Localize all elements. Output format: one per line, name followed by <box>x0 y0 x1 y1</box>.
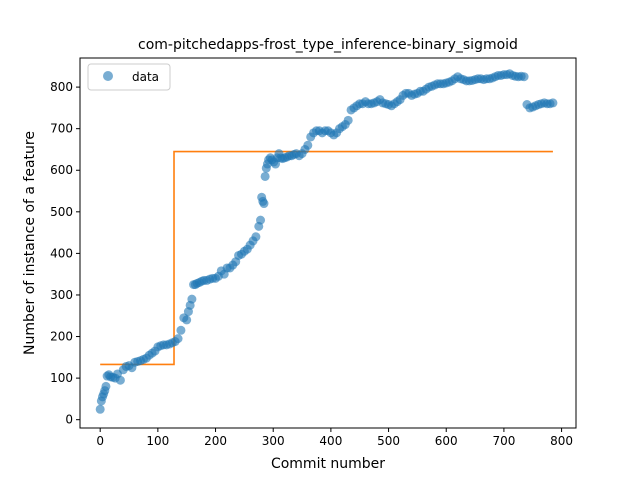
y-tick-label: 600 <box>50 163 73 177</box>
data-point <box>173 334 183 344</box>
x-tick-label: 500 <box>377 434 400 448</box>
x-tick-label: 600 <box>435 434 458 448</box>
legend: data <box>87 63 171 91</box>
plot-layer <box>95 69 558 414</box>
data-point <box>259 199 269 209</box>
data-point <box>256 215 266 225</box>
data-point <box>548 98 558 108</box>
x-tick-label: 0 <box>96 434 104 448</box>
data-point <box>115 375 125 385</box>
y-tick-label: 400 <box>50 246 73 260</box>
data-point <box>101 381 111 391</box>
y-tick-label: 300 <box>50 288 73 302</box>
legend-data-marker <box>103 71 113 81</box>
y-axis-ticks: 0 100 200 300 400 500 600 700 800 <box>50 80 80 427</box>
legend-box <box>87 63 171 91</box>
x-axis-label: Commit number <box>271 456 385 472</box>
chart-title: com-pitchedapps-frost_type_inference-bin… <box>138 37 518 53</box>
y-tick-label: 200 <box>50 330 73 344</box>
x-axis-ticks: 0 100 200 300 400 500 600 700 800 <box>96 428 573 448</box>
y-tick-label: 0 <box>65 413 73 427</box>
x-tick-label: 700 <box>492 434 515 448</box>
y-tick-label: 700 <box>50 122 73 136</box>
data-point <box>187 294 197 304</box>
y-tick-label: 500 <box>50 205 73 219</box>
x-tick-label: 300 <box>262 434 285 448</box>
x-tick-label: 400 <box>319 434 342 448</box>
y-tick-label: 100 <box>50 371 73 385</box>
x-tick-label: 800 <box>550 434 573 448</box>
data-point <box>251 232 261 242</box>
data-point <box>519 72 529 82</box>
data-point <box>95 404 105 414</box>
x-tick-label: 200 <box>204 434 227 448</box>
data-point <box>343 115 353 125</box>
y-axis-label: Number of instance of a feature <box>22 131 38 355</box>
legend-data-label: data <box>132 70 159 84</box>
plot-area <box>95 69 558 414</box>
data-point <box>303 140 313 150</box>
data-point <box>176 325 186 335</box>
data-point <box>182 315 192 325</box>
y-tick-label: 800 <box>50 80 73 94</box>
x-tick-label: 100 <box>146 434 169 448</box>
data-point <box>260 171 270 181</box>
plot-frame <box>79 57 577 429</box>
